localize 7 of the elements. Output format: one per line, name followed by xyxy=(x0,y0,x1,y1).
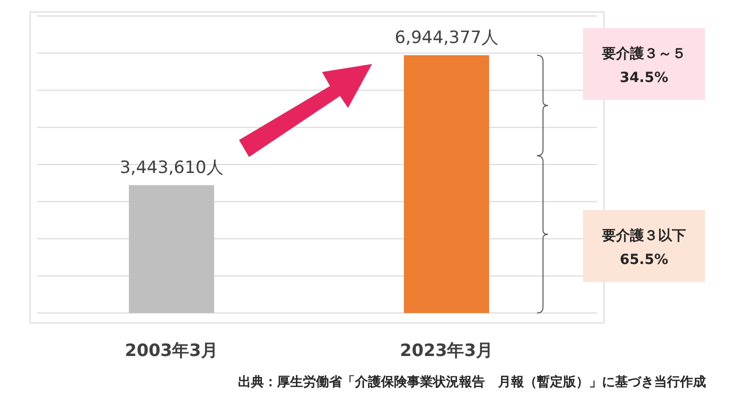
text: 要介護３以下 65.5% xyxy=(601,227,686,268)
x-tick-label: 2023年3月 xyxy=(400,341,494,361)
source-note: 出典：厚生労働省「介護保険事業状況報告 月報（暫定版）」に基づき当行作成 xyxy=(238,374,706,390)
data-label: 6,944,377人 xyxy=(394,28,498,48)
text: 要介護３～５ 34.5% xyxy=(601,45,686,86)
data-label: 3,443,610人 xyxy=(120,158,224,178)
x-tick-label: 2003年3月 xyxy=(124,341,218,361)
